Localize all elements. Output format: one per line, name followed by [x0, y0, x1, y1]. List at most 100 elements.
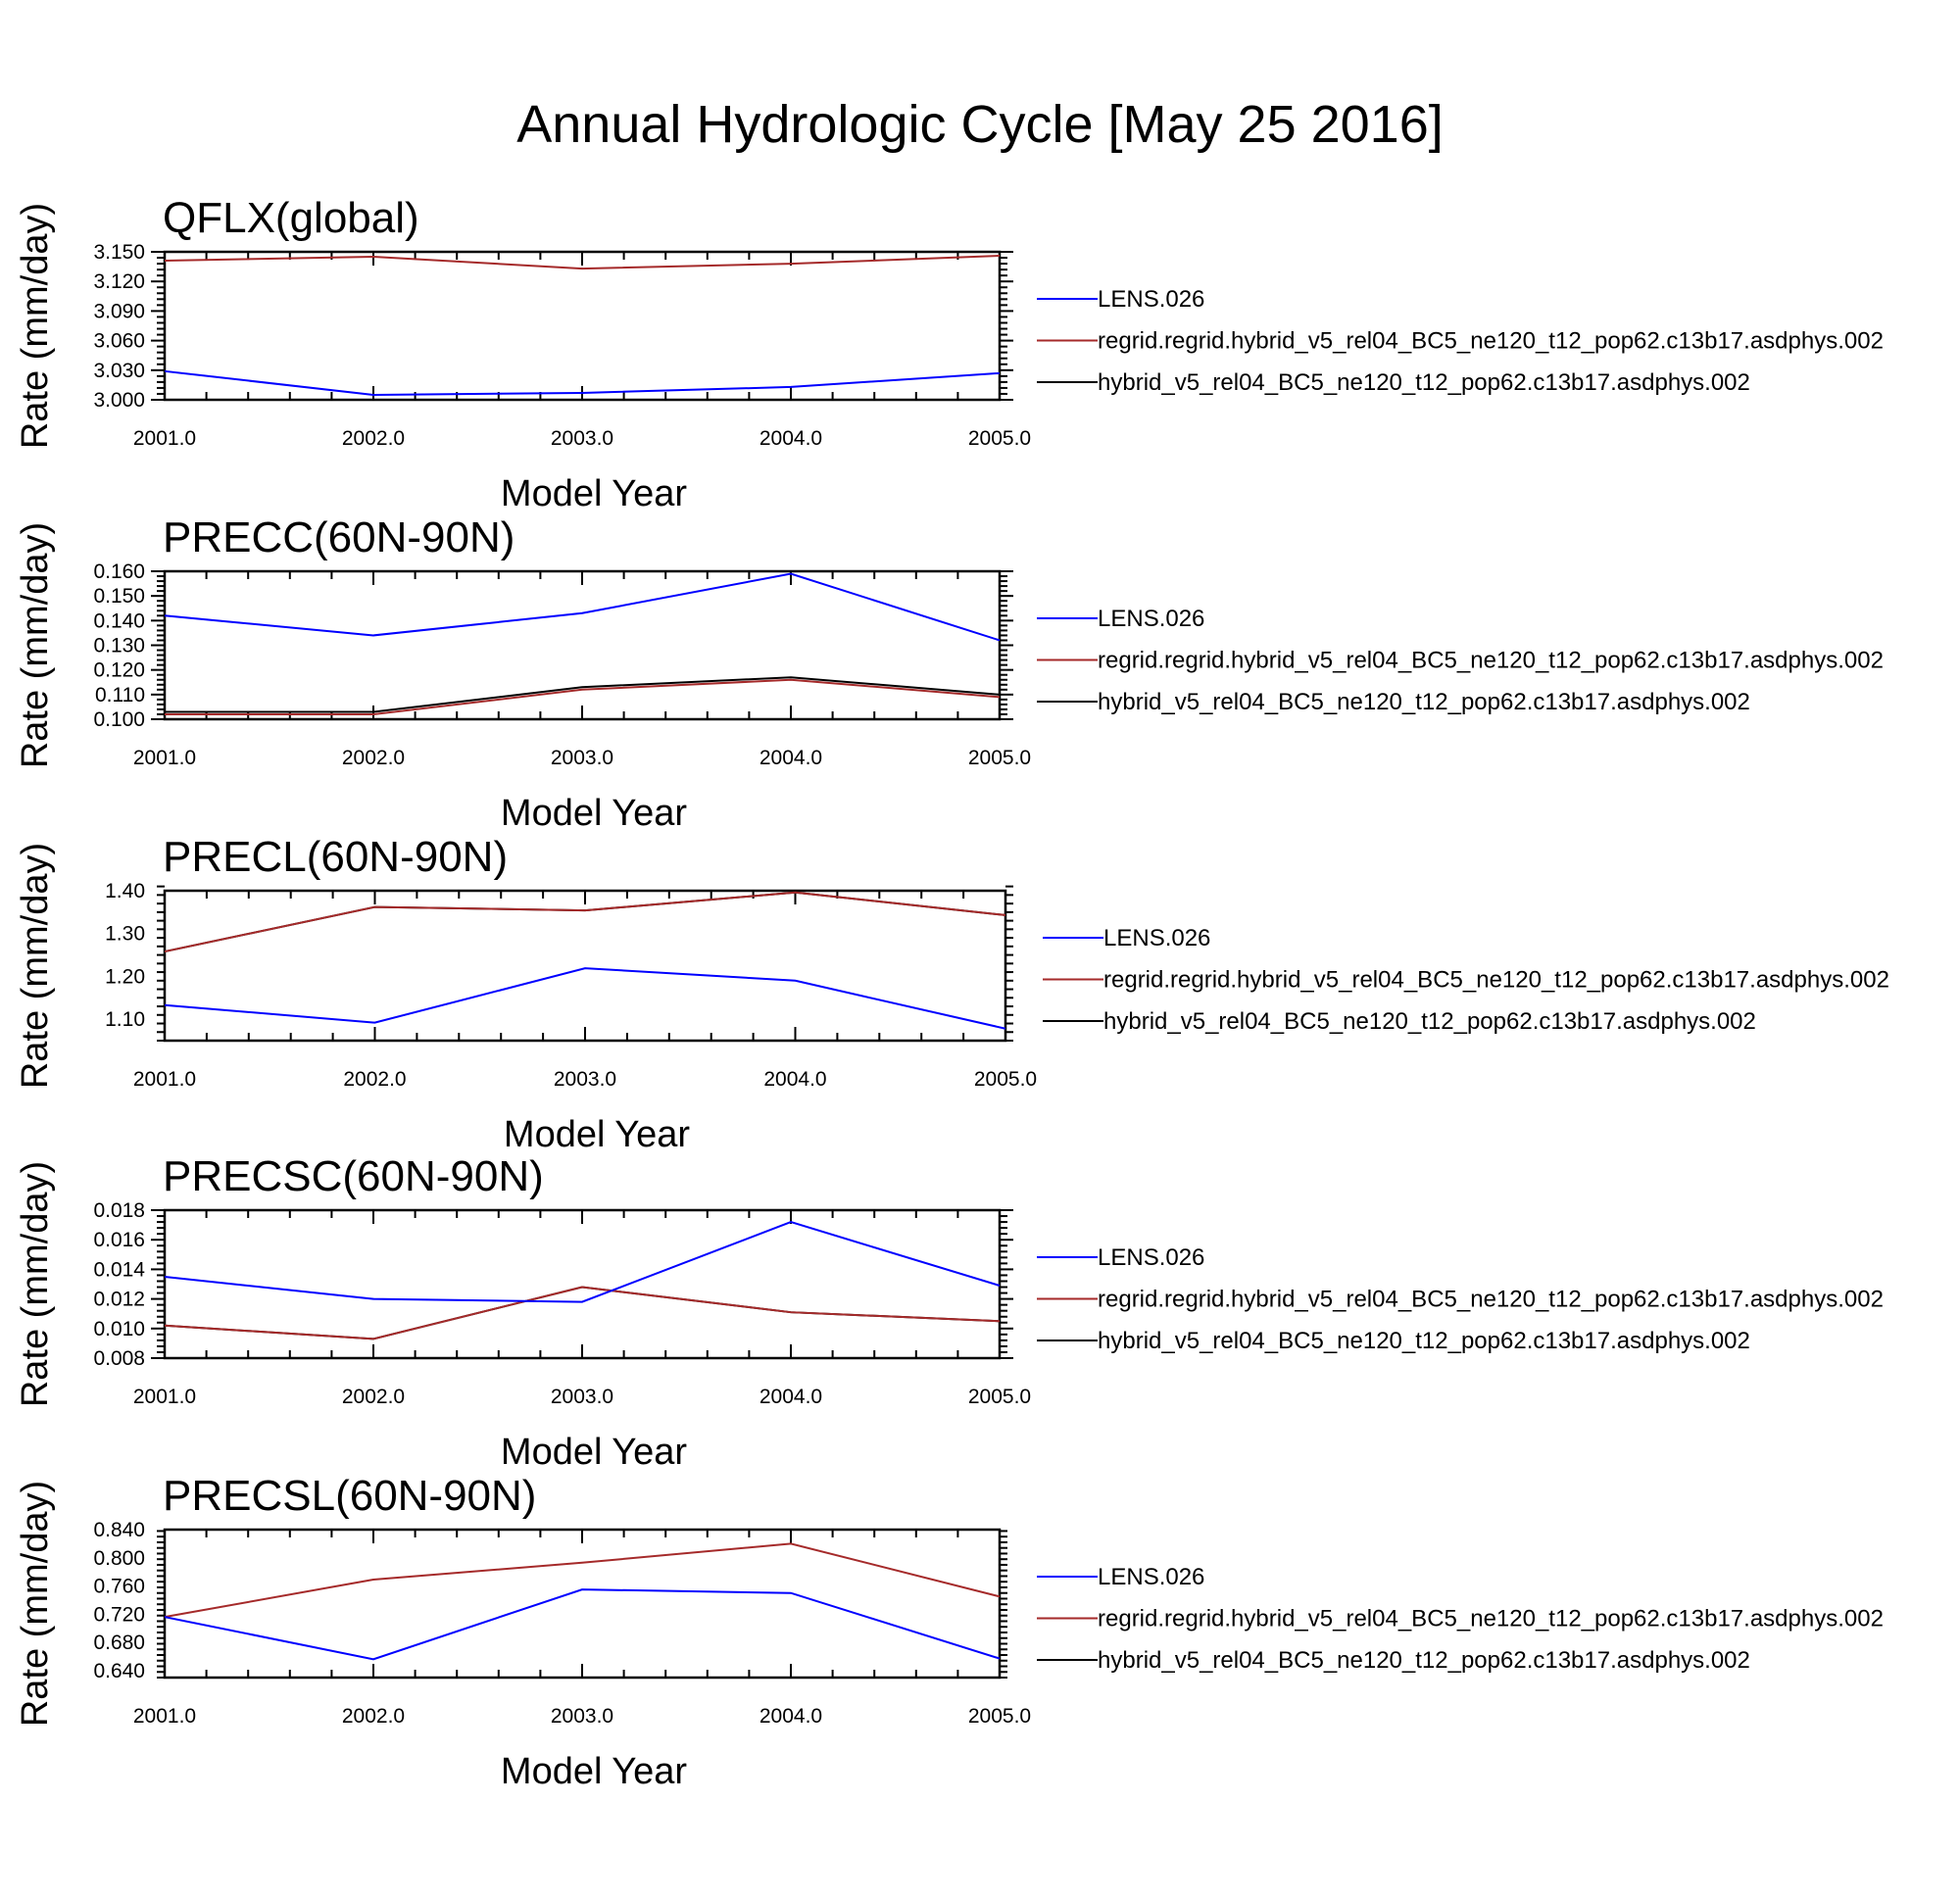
y-tick-label: 0.140	[93, 609, 145, 632]
plot-frame	[163, 1528, 1002, 1680]
x-tick-label: 2005.0	[974, 1068, 1037, 1091]
y-tick-label: 1.40	[105, 880, 145, 902]
y-tick-label: 1.20	[105, 965, 145, 988]
y-tick-label: 0.008	[93, 1347, 145, 1370]
x-tick-label: 2005.0	[968, 1705, 1031, 1728]
x-tick-label: 2002.0	[342, 1705, 405, 1728]
y-tick-label: 0.800	[93, 1547, 145, 1570]
y-tick-label: 0.130	[93, 635, 145, 658]
x-axis-label: Model Year	[501, 793, 687, 834]
x-tick-label: 2001.0	[133, 1386, 196, 1408]
plot-frame	[163, 1208, 1002, 1360]
x-tick-label: 2003.0	[551, 427, 613, 450]
series-line-lens	[164, 1221, 1001, 1303]
y-tick-label: 0.640	[93, 1660, 145, 1682]
y-tick-label: 3.120	[93, 270, 145, 293]
y-axis-label: Rate (mm/day)	[15, 1481, 56, 1727]
y-tick-label: 0.010	[93, 1318, 145, 1340]
x-tick-label: 2002.0	[342, 1386, 405, 1408]
legend-label: hybrid_v5_rel04_BC5_ne120_t12_pop62.c13b…	[1098, 1647, 1750, 1674]
x-tick-label: 2001.0	[133, 1068, 196, 1091]
y-tick-label: 0.720	[93, 1603, 145, 1626]
series-line-regrid	[164, 1286, 1001, 1340]
panel-5: PRECSL(60N-90N) 2001.0 2002.0 2003.0 2004.0 2…	[15, 1472, 1884, 1792]
y-tick-label: 0.012	[93, 1289, 145, 1311]
figure-title: Annual Hydrologic Cycle [May 25 2016]	[516, 95, 1444, 154]
y-tick-label: 0.840	[93, 1519, 145, 1541]
x-tick-label: 2004.0	[760, 747, 822, 769]
panel-title: PRECSC(60N-90N)	[163, 1152, 544, 1200]
series-line-lens	[164, 1588, 1001, 1661]
y-axis-label: Rate (mm/day)	[15, 1161, 56, 1407]
y-tick-label: 3.150	[93, 241, 145, 264]
legend-label: regrid.regrid.hybrid_v5_rel04_BC5_ne120_…	[1103, 967, 1889, 994]
legend-label: regrid.regrid.hybrid_v5_rel04_BC5_ne120_…	[1098, 1287, 1884, 1313]
x-tick-label: 2005.0	[968, 747, 1031, 769]
x-axis-label: Model Year	[501, 1432, 687, 1473]
plot-frame	[163, 889, 1007, 1043]
series-line-lens	[164, 572, 1001, 642]
y-axis-label: Rate (mm/day)	[15, 522, 56, 768]
legend-label: LENS.026	[1098, 606, 1204, 632]
x-tick-label: 2002.0	[343, 1068, 406, 1091]
x-tick-label: 2001.0	[133, 427, 196, 450]
x-tick-label: 2005.0	[968, 427, 1031, 450]
panel-title: PRECL(60N-90N)	[163, 833, 508, 881]
y-tick-label: 3.030	[93, 360, 145, 382]
panel-title: PRECSL(60N-90N)	[163, 1472, 536, 1520]
y-tick-label: 0.120	[93, 659, 145, 682]
x-tick-label: 2004.0	[760, 427, 822, 450]
x-axis-label: Model Year	[501, 1751, 687, 1792]
panel-1: QFLX(global) 2001.0 2002.0 2003.0 2004.0 2005…	[15, 194, 1884, 514]
y-tick-label: 0.014	[93, 1258, 145, 1281]
y-tick-label: 3.060	[93, 330, 145, 353]
y-tick-label: 0.100	[93, 708, 145, 731]
panel-3: PRECL(60N-90N) 2001.0 2002.0 2003.0 2004.0 20…	[15, 833, 1889, 1155]
legend-label: LENS.026	[1103, 925, 1210, 951]
y-tick-label: 0.016	[93, 1229, 145, 1251]
legend-label: hybrid_v5_rel04_BC5_ne120_t12_pop62.c13b…	[1103, 1008, 1756, 1035]
y-tick-label: 0.110	[95, 684, 145, 706]
series-line-hybrid	[165, 676, 1001, 713]
legend-label: LENS.026	[1098, 1244, 1204, 1271]
x-axis-label: Model Year	[501, 473, 687, 514]
panel-2: PRECC(60N-90N) 2001.0 2002.0 2003.0 2004.0 20…	[15, 513, 1884, 834]
x-tick-label: 2003.0	[551, 1705, 613, 1728]
legend-label: hybrid_v5_rel04_BC5_ne120_t12_pop62.c13b…	[1098, 369, 1750, 396]
series-line-lens	[164, 967, 1006, 1030]
x-tick-label: 2002.0	[342, 427, 405, 450]
legend-label: regrid.regrid.hybrid_v5_rel04_BC5_ne120_…	[1098, 1606, 1884, 1632]
y-tick-label: 3.000	[93, 389, 145, 412]
series-line-regrid	[164, 891, 1006, 953]
x-tick-label: 2003.0	[554, 1068, 616, 1091]
panel-4: PRECSC(60N-90N) 2001.0 2002.0 2003.0 2004.0 2…	[15, 1152, 1884, 1473]
y-tick-label: 3.090	[93, 300, 145, 322]
plot-frame	[163, 569, 1002, 721]
y-tick-label: 0.150	[93, 585, 145, 608]
x-axis-label: Model Year	[504, 1114, 690, 1155]
x-tick-label: 2004.0	[760, 1705, 822, 1728]
legend-label: hybrid_v5_rel04_BC5_ne120_t12_pop62.c13b…	[1098, 1328, 1750, 1354]
x-tick-label: 2003.0	[551, 1386, 613, 1408]
legend-label: regrid.regrid.hybrid_v5_rel04_BC5_ne120_…	[1098, 648, 1884, 674]
legend-label: LENS.026	[1098, 1564, 1204, 1590]
x-tick-label: 2005.0	[968, 1386, 1031, 1408]
y-tick-label: 0.160	[93, 560, 145, 583]
x-tick-label: 2004.0	[763, 1068, 826, 1091]
y-axis-label: Rate (mm/day)	[15, 843, 56, 1089]
y-axis-label: Rate (mm/day)	[15, 203, 56, 449]
y-tick-label: 0.018	[93, 1199, 145, 1222]
series-line-regrid	[164, 255, 1001, 270]
panel-title: PRECC(60N-90N)	[163, 513, 514, 561]
series-line-regrid	[164, 1542, 1001, 1619]
panel-title: QFLX(global)	[163, 194, 419, 242]
series-line-hybrid	[164, 1286, 1001, 1340]
legend-label: regrid.regrid.hybrid_v5_rel04_BC5_ne120_…	[1098, 328, 1884, 355]
legend-label: hybrid_v5_rel04_BC5_ne120_t12_pop62.c13b…	[1098, 689, 1750, 715]
series-line-lens	[164, 369, 1001, 396]
legend-label: LENS.026	[1098, 286, 1204, 313]
x-tick-label: 2001.0	[133, 1705, 196, 1728]
y-tick-label: 0.680	[93, 1632, 145, 1654]
